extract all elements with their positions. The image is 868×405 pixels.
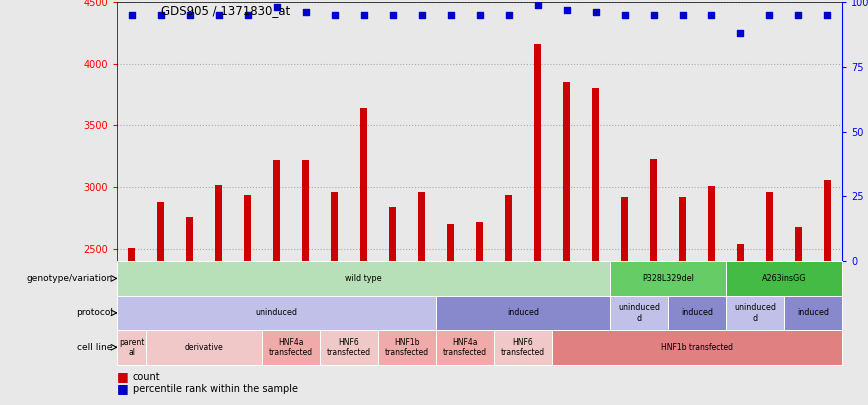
Text: count: count (133, 372, 161, 382)
Bar (273, 160, 280, 405)
Text: HNF4a
transfected: HNF4a transfected (269, 338, 313, 357)
Text: HNF6
transfected: HNF6 transfected (501, 338, 545, 357)
Text: protocol: protocol (76, 308, 113, 318)
Bar (795, 227, 802, 405)
Bar (447, 224, 454, 405)
Text: induced: induced (507, 308, 539, 318)
Text: induced: induced (681, 308, 713, 318)
Text: A263insGG: A263insGG (762, 274, 806, 283)
Point (154, 12, 168, 18)
Bar (215, 185, 222, 405)
Point (560, 6, 574, 13)
Point (415, 12, 429, 18)
Text: HNF1b transfected: HNF1b transfected (661, 343, 733, 352)
Text: P328L329del: P328L329del (642, 274, 694, 283)
Point (820, 12, 834, 18)
Point (530, 1, 544, 8)
Bar (331, 192, 339, 405)
Text: induced: induced (797, 308, 829, 318)
Text: derivative: derivative (185, 343, 224, 352)
Text: HNF4a
transfected: HNF4a transfected (443, 338, 487, 357)
Text: ■: ■ (117, 382, 129, 395)
Bar (476, 222, 483, 405)
Text: HNF6
transfected: HNF6 transfected (327, 338, 372, 357)
Point (212, 12, 226, 18)
Bar (418, 192, 425, 405)
Point (183, 12, 197, 18)
Bar (360, 108, 367, 405)
Point (589, 9, 602, 16)
Text: cell line: cell line (77, 343, 113, 352)
Bar (244, 194, 251, 405)
Text: genotype/variation: genotype/variation (27, 274, 113, 283)
Text: parent
al: parent al (119, 338, 144, 357)
Bar (679, 197, 686, 405)
Bar (621, 197, 628, 405)
Bar (534, 44, 541, 405)
Bar (128, 247, 135, 405)
Text: uninduced
d: uninduced d (734, 303, 776, 322)
Text: HNF1b
transfected: HNF1b transfected (385, 338, 429, 357)
Bar (563, 82, 570, 405)
Point (240, 12, 254, 18)
Point (647, 12, 661, 18)
Bar (186, 217, 194, 405)
Point (125, 12, 139, 18)
Bar (302, 160, 309, 405)
Point (444, 12, 457, 18)
Bar (824, 180, 831, 405)
Bar (737, 244, 744, 405)
Text: wild type: wild type (345, 274, 382, 283)
Point (792, 12, 806, 18)
Text: ■: ■ (117, 370, 129, 383)
Text: GDS905 / 1371830_at: GDS905 / 1371830_at (161, 4, 290, 17)
Bar (708, 186, 715, 405)
Bar (157, 202, 164, 405)
Text: uninduced: uninduced (256, 308, 298, 318)
Point (473, 12, 487, 18)
Point (357, 12, 371, 18)
Point (733, 30, 747, 36)
Point (385, 12, 399, 18)
Bar (592, 88, 599, 405)
Point (328, 12, 342, 18)
Point (705, 12, 719, 18)
Bar (389, 207, 396, 405)
Bar (505, 194, 512, 405)
Bar (650, 159, 657, 405)
Point (299, 9, 312, 16)
Bar (766, 192, 773, 405)
Point (617, 12, 631, 18)
Point (675, 12, 689, 18)
Text: uninduced
d: uninduced d (618, 303, 660, 322)
Point (502, 12, 516, 18)
Point (762, 12, 776, 18)
Point (270, 4, 284, 11)
Text: percentile rank within the sample: percentile rank within the sample (133, 384, 298, 394)
